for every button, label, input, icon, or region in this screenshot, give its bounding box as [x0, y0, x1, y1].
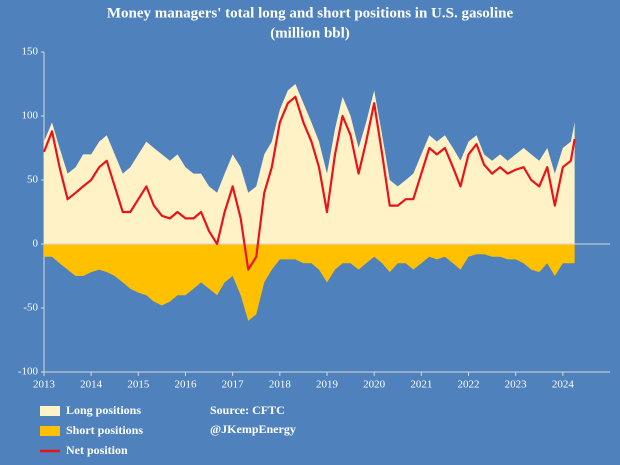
line — [42, 95, 576, 271]
x-tick-label: 2014 — [80, 379, 103, 391]
y-tick-label: 50 — [27, 174, 39, 186]
x-tick-label: 2013 — [33, 379, 56, 391]
x-tick-label: 2024 — [552, 379, 575, 391]
x-tick-label: 2016 — [175, 379, 198, 391]
x-tick-label: 2020 — [363, 379, 386, 391]
area — [44, 244, 575, 321]
x-tick-label: 2015 — [127, 379, 150, 391]
x-tick-label: 2021 — [410, 379, 432, 391]
source-note: Source: CFTC — [210, 403, 285, 417]
legend-label: Net position — [66, 443, 128, 457]
y-tick-label: 150 — [22, 46, 39, 58]
plot-area: -100 -50 0 50 100 150 2013 2014 2015 2016 2017 2018… — [18, 46, 610, 391]
y-tick-label: 100 — [22, 110, 39, 122]
area — [44, 84, 575, 244]
legend-label: Long positions — [66, 403, 141, 417]
author-note: @JKempEnergy — [210, 422, 296, 436]
chart-title: Money managers' total long and short pos… — [107, 5, 514, 21]
y-tick-label: 0 — [33, 238, 39, 250]
x-tick-label: 2017 — [222, 379, 245, 391]
x-tick-label: 2018 — [269, 379, 292, 391]
y-tick-label: -50 — [23, 302, 38, 314]
x-tick-label: 2019 — [316, 379, 339, 391]
x-tick-label: 2023 — [505, 379, 528, 391]
legend-swatch — [40, 426, 60, 436]
x-tick-label: 2022 — [458, 379, 480, 391]
legend-swatch — [40, 406, 60, 416]
legend: Long positions Short positions Net positio… — [40, 403, 143, 457]
y-tick-label: -100 — [18, 366, 39, 378]
legend-label: Short positions — [66, 423, 143, 437]
chart-subtitle: (million bbl) — [270, 25, 350, 41]
